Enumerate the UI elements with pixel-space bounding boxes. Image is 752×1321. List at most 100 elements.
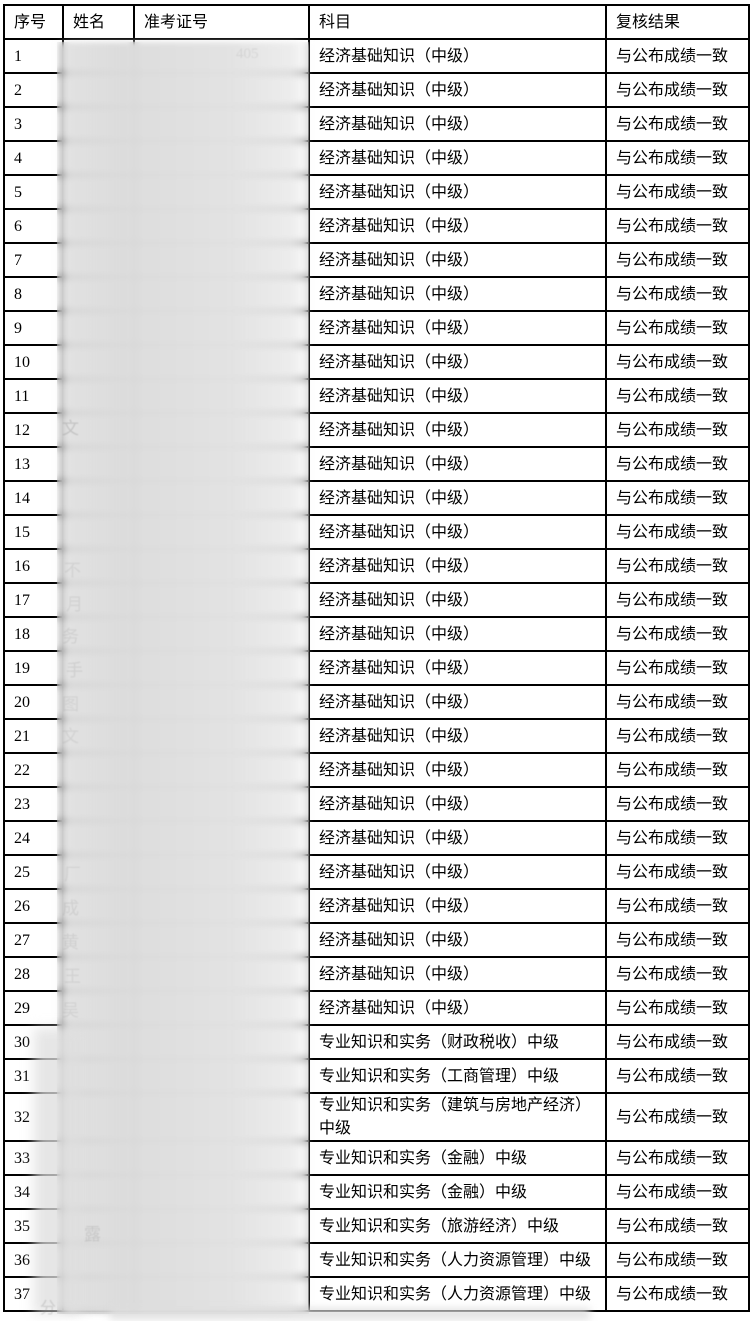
cell-name-redacted bbox=[62, 1058, 135, 1094]
cell-review-result: 与公布成绩一致 bbox=[605, 1058, 750, 1094]
cell-review-result: 与公布成绩一致 bbox=[605, 582, 750, 618]
cell-review-result: 与公布成绩一致 bbox=[605, 922, 750, 958]
table-row: 12 经济基础知识（中级） 与公布成绩一致 bbox=[3, 412, 750, 448]
cell-ticket-number-redacted bbox=[133, 276, 310, 312]
table-row: 21 经济基础知识（中级） 与公布成绩一致 bbox=[3, 718, 750, 754]
cell-serial-number: 20 bbox=[3, 684, 64, 720]
cell-subject: 经济基础知识（中级） bbox=[308, 786, 607, 822]
cell-subject: 经济基础知识（中级） bbox=[308, 446, 607, 482]
cell-review-result: 与公布成绩一致 bbox=[605, 888, 750, 924]
cell-subject: 专业知识和实务（金融）中级 bbox=[308, 1140, 607, 1176]
cell-review-result: 与公布成绩一致 bbox=[605, 820, 750, 856]
score-review-table: 序号 姓名 准考证号 科目 复核结果 1 经济基础知识（中级） 与公布成绩一致 2 经济… bbox=[3, 4, 750, 1312]
cell-review-result: 与公布成绩一致 bbox=[605, 1276, 750, 1312]
cell-subject: 专业知识和实务（工商管理）中级 bbox=[308, 1058, 607, 1094]
table-row: 17 经济基础知识（中级） 与公布成绩一致 bbox=[3, 582, 750, 618]
table-row: 20 经济基础知识（中级） 与公布成绩一致 bbox=[3, 684, 750, 720]
cell-serial-number: 17 bbox=[3, 582, 64, 618]
cell-review-result: 与公布成绩一致 bbox=[605, 480, 750, 516]
cell-serial-number: 4 bbox=[3, 140, 64, 176]
table-row: 30 专业知识和实务（财政税收）中级 与公布成绩一致 bbox=[3, 1024, 750, 1060]
cell-name-redacted bbox=[62, 684, 135, 720]
cell-review-result: 与公布成绩一致 bbox=[605, 956, 750, 992]
cell-name-redacted bbox=[62, 888, 135, 924]
table-row: 25 经济基础知识（中级） 与公布成绩一致 bbox=[3, 854, 750, 890]
cell-serial-number: 28 bbox=[3, 956, 64, 992]
cell-subject: 经济基础知识（中级） bbox=[308, 684, 607, 720]
cell-name-redacted bbox=[62, 1276, 135, 1312]
table-row: 2 经济基础知识（中级） 与公布成绩一致 bbox=[3, 72, 750, 108]
cell-ticket-number-redacted bbox=[133, 786, 310, 822]
cell-review-result: 与公布成绩一致 bbox=[605, 208, 750, 244]
column-header-name: 姓名 bbox=[62, 4, 135, 40]
table-row: 35 专业知识和实务（旅游经济）中级 与公布成绩一致 bbox=[3, 1208, 750, 1244]
cell-name-redacted bbox=[62, 174, 135, 210]
cell-subject: 经济基础知识（中级） bbox=[308, 888, 607, 924]
cell-ticket-number-redacted bbox=[133, 38, 310, 74]
cell-name-redacted bbox=[62, 990, 135, 1026]
cell-subject: 专业知识和实务（建筑与房地产经济）中级 bbox=[308, 1092, 607, 1142]
table-row: 26 经济基础知识（中级） 与公布成绩一致 bbox=[3, 888, 750, 924]
cell-name-redacted bbox=[62, 1024, 135, 1060]
cell-review-result: 与公布成绩一致 bbox=[605, 650, 750, 686]
cell-review-result: 与公布成绩一致 bbox=[605, 344, 750, 380]
cell-serial-number: 19 bbox=[3, 650, 64, 686]
cell-subject: 经济基础知识（中级） bbox=[308, 72, 607, 108]
cell-subject: 专业知识和实务（人力资源管理）中级 bbox=[308, 1276, 607, 1312]
cell-name-redacted bbox=[62, 72, 135, 108]
cell-name-redacted bbox=[62, 956, 135, 992]
table-row: 9 经济基础知识（中级） 与公布成绩一致 bbox=[3, 310, 750, 346]
table-row: 7 经济基础知识（中级） 与公布成绩一致 bbox=[3, 242, 750, 278]
column-header-ticket: 准考证号 bbox=[133, 4, 310, 40]
cell-ticket-number-redacted bbox=[133, 208, 310, 244]
cell-subject: 经济基础知识（中级） bbox=[308, 480, 607, 516]
cell-ticket-number-redacted bbox=[133, 956, 310, 992]
cell-subject: 经济基础知识（中级） bbox=[308, 208, 607, 244]
cell-review-result: 与公布成绩一致 bbox=[605, 684, 750, 720]
cell-name-redacted bbox=[62, 616, 135, 652]
cell-subject: 经济基础知识（中级） bbox=[308, 650, 607, 686]
column-header-subject: 科目 bbox=[308, 4, 607, 40]
cell-name-redacted bbox=[62, 752, 135, 788]
table-row: 27 经济基础知识（中级） 与公布成绩一致 bbox=[3, 922, 750, 958]
cell-subject: 经济基础知识（中级） bbox=[308, 38, 607, 74]
cell-review-result: 与公布成绩一致 bbox=[605, 990, 750, 1026]
cell-name-redacted bbox=[62, 786, 135, 822]
table-row: 22 经济基础知识（中级） 与公布成绩一致 bbox=[3, 752, 750, 788]
cell-name-redacted bbox=[62, 1092, 135, 1142]
cell-ticket-number-redacted bbox=[133, 1058, 310, 1094]
table-row: 15 经济基础知识（中级） 与公布成绩一致 bbox=[3, 514, 750, 550]
cell-name-redacted bbox=[62, 344, 135, 380]
table-row: 34 专业知识和实务（金融）中级 与公布成绩一致 bbox=[3, 1174, 750, 1210]
table-row: 3 经济基础知识（中级） 与公布成绩一致 bbox=[3, 106, 750, 142]
cell-review-result: 与公布成绩一致 bbox=[605, 140, 750, 176]
cell-review-result: 与公布成绩一致 bbox=[605, 446, 750, 482]
table-row: 10 经济基础知识（中级） 与公布成绩一致 bbox=[3, 344, 750, 380]
cell-review-result: 与公布成绩一致 bbox=[605, 1024, 750, 1060]
cell-ticket-number-redacted bbox=[133, 1208, 310, 1244]
cell-subject: 经济基础知识（中级） bbox=[308, 582, 607, 618]
table-row: 28 经济基础知识（中级） 与公布成绩一致 bbox=[3, 956, 750, 992]
cell-name-redacted bbox=[62, 310, 135, 346]
cell-ticket-number-redacted bbox=[133, 446, 310, 482]
cell-review-result: 与公布成绩一致 bbox=[605, 1092, 750, 1142]
table-row: 33 专业知识和实务（金融）中级 与公布成绩一致 bbox=[3, 1140, 750, 1176]
cell-serial-number: 24 bbox=[3, 820, 64, 856]
cell-serial-number: 18 bbox=[3, 616, 64, 652]
cell-review-result: 与公布成绩一致 bbox=[605, 548, 750, 584]
cell-serial-number: 34 bbox=[3, 1174, 64, 1210]
cell-review-result: 与公布成绩一致 bbox=[605, 38, 750, 74]
cell-subject: 专业知识和实务（人力资源管理）中级 bbox=[308, 1242, 607, 1278]
cell-subject: 经济基础知识（中级） bbox=[308, 242, 607, 278]
cell-subject: 经济基础知识（中级） bbox=[308, 854, 607, 890]
cell-ticket-number-redacted bbox=[133, 1174, 310, 1210]
cell-review-result: 与公布成绩一致 bbox=[605, 616, 750, 652]
cell-review-result: 与公布成绩一致 bbox=[605, 752, 750, 788]
cell-subject: 经济基础知识（中级） bbox=[308, 548, 607, 584]
cell-subject: 经济基础知识（中级） bbox=[308, 820, 607, 856]
cell-ticket-number-redacted bbox=[133, 582, 310, 618]
cell-ticket-number-redacted bbox=[133, 412, 310, 448]
cell-ticket-number-redacted bbox=[133, 650, 310, 686]
cell-review-result: 与公布成绩一致 bbox=[605, 786, 750, 822]
